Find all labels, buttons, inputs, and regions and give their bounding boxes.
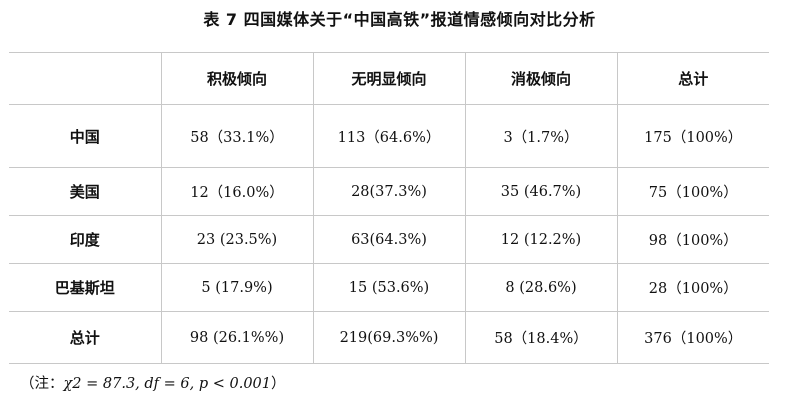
note-statistics: χ2 = 87.3, df = 6, p < 0.001 (63, 376, 272, 392)
column-header: 总计 (616, 52, 769, 105)
table-cell: 8 (28.6%) (464, 263, 618, 312)
table-cell: 58（33.1%） (160, 104, 314, 168)
note-suffix: ） (271, 376, 286, 392)
row-label: 美国 (9, 167, 162, 216)
row-label: 印度 (9, 215, 162, 264)
column-header: 积极倾向 (160, 52, 314, 105)
table-row: 印度 23 (23.5%) 63(64.3%) 12 (12.2%) 98（10… (9, 215, 769, 264)
table-cell: 75（100%） (616, 167, 769, 216)
table-cell: 98（100%） (616, 215, 769, 264)
table-cell: 15 (53.6%) (312, 263, 466, 312)
column-header: 消极倾向 (464, 52, 618, 105)
table-cell: 175（100%） (616, 104, 769, 168)
table-cell: 3（1.7%） (464, 104, 618, 168)
table-row: 中国 58（33.1%） 113（64.6%） 3（1.7%） 175（100%… (9, 104, 769, 168)
corner-cell (9, 52, 162, 105)
table-row: 巴基斯坦 5 (17.9%) 15 (53.6%) 8 (28.6%) 28（1… (9, 263, 769, 312)
table-cell: 98 (26.1%%) (160, 311, 314, 364)
table-cell: 113（64.6%） (312, 104, 466, 168)
table-cell: 23 (23.5%) (160, 215, 314, 264)
table-cell: 28(37.3%) (312, 167, 466, 216)
table-cell: 376（100%） (616, 311, 769, 364)
table-note: （注：χ2 = 87.3, df = 6, p < 0.001） (20, 372, 286, 393)
table-cell: 58（18.4%） (464, 311, 618, 364)
column-header: 无明显倾向 (312, 52, 466, 105)
table-cell: 12 (12.2%) (464, 215, 618, 264)
table-row: 美国 12（16.0%） 28(37.3%) 35 (46.7%) 75（100… (9, 167, 769, 216)
total-row: 总计 98 (26.1%%) 219(69.3%%) 58（18.4%） 376… (9, 311, 769, 364)
row-label: 总计 (9, 311, 162, 364)
table-cell: 28（100%） (616, 263, 769, 312)
header-row: 积极倾向 无明显倾向 消极倾向 总计 (9, 52, 769, 105)
table-cell: 63(64.3%) (312, 215, 466, 264)
row-label: 巴基斯坦 (9, 263, 162, 312)
table-title: 表 7 四国媒体关于“中国高铁”报道情感倾向对比分析 (203, 10, 596, 29)
sentiment-table: 积极倾向 无明显倾向 消极倾向 总计 中国 58（33.1%） 113（64.6… (9, 52, 769, 364)
table-cell: 5 (17.9%) (160, 263, 314, 312)
note-prefix: （注： (20, 376, 64, 392)
table-cell: 219(69.3%%) (312, 311, 466, 364)
table-cell: 35 (46.7%) (464, 167, 618, 216)
table-cell: 12（16.0%） (160, 167, 314, 216)
row-label: 中国 (9, 104, 162, 168)
